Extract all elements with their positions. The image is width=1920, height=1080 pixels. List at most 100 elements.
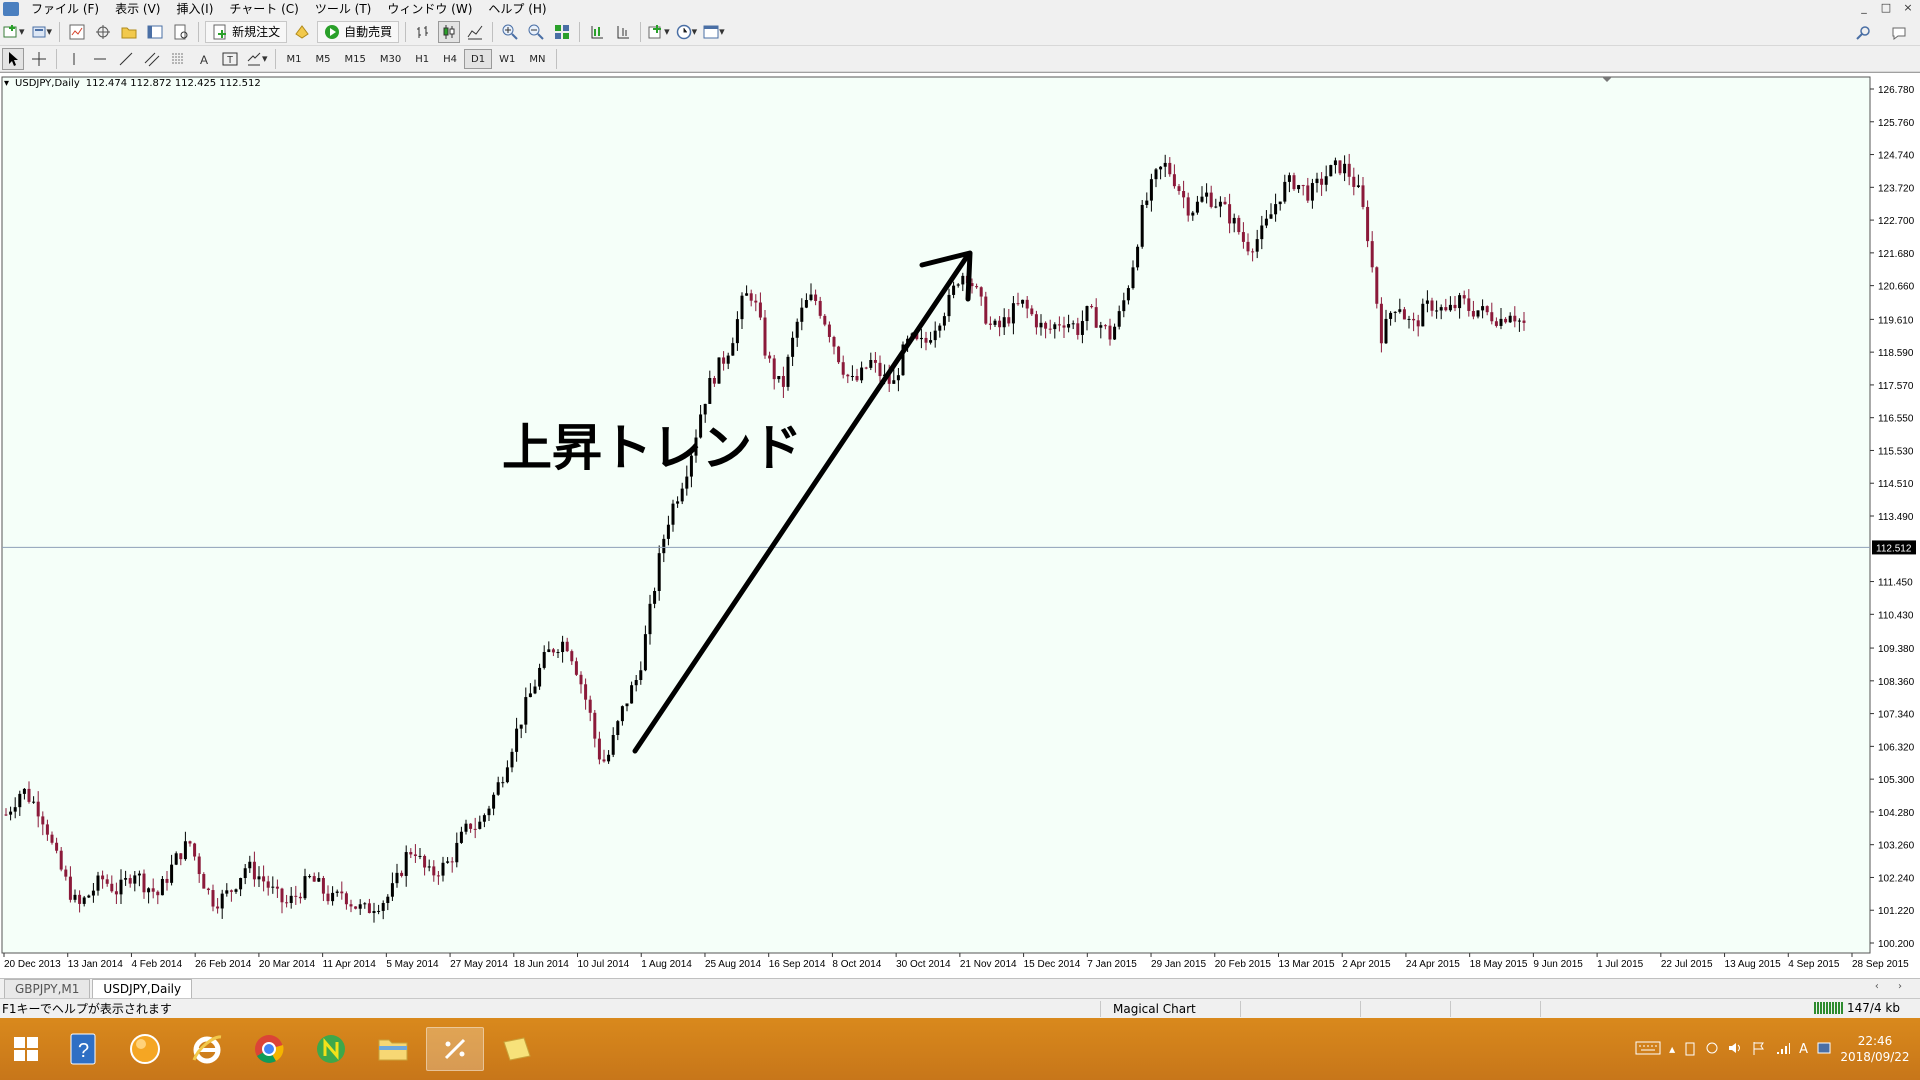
templates-button[interactable]: ▾: [702, 21, 726, 43]
candle-body: [1182, 191, 1186, 198]
timeframe-h4[interactable]: H4: [443, 53, 458, 65]
x-axis-label: 26 Feb 2014: [195, 959, 252, 970]
candle-body: [220, 893, 224, 909]
new-chart-button[interactable]: ▾: [2, 21, 26, 43]
arrows-button[interactable]: ▾: [245, 48, 269, 70]
candlestick-button[interactable]: [438, 20, 461, 43]
candle-body: [515, 728, 519, 752]
vertical-line-button[interactable]: [63, 48, 85, 70]
tab-scroll-arrows[interactable]: ‹ ›: [1874, 981, 1910, 992]
bar-chart-button[interactable]: [412, 21, 434, 43]
chart-shift-button[interactable]: [586, 21, 608, 43]
start-button[interactable]: [4, 1027, 48, 1071]
system-clock[interactable]: 22:46 2018/09/22: [1840, 1033, 1910, 1065]
flag-icon[interactable]: [1751, 1040, 1767, 1059]
status-profile[interactable]: Magical Chart: [1100, 1000, 1240, 1017]
n-app[interactable]: [302, 1027, 360, 1071]
candle-body: [689, 455, 693, 477]
cursor-button[interactable]: [2, 47, 24, 70]
metatrader-app[interactable]: [426, 1027, 484, 1071]
price-chart[interactable]: 126.780 125.760 124.740 123.720 122.700 121.6…: [0, 73, 1920, 979]
candle-body: [676, 501, 680, 504]
trendline-button[interactable]: [115, 48, 137, 70]
menu-tools[interactable]: ツール (T): [314, 2, 372, 16]
text-label-button[interactable]: T: [219, 48, 241, 70]
crosshair-icon: [95, 24, 111, 40]
y-axis-label: 100.200: [1878, 939, 1915, 950]
restore-button[interactable]: □: [1880, 1, 1892, 14]
chart-window[interactable]: 126.780 125.760 124.740 123.720 122.700 121.6…: [0, 72, 1920, 979]
horizontal-line-button[interactable]: [89, 48, 111, 70]
crosshair-tool-button[interactable]: [28, 48, 50, 70]
help-app[interactable]: ?: [54, 1027, 112, 1071]
timeframe-m15[interactable]: M15: [344, 53, 366, 65]
show-hidden-icons-icon[interactable]: ▴: [1669, 1042, 1676, 1056]
timeframe-h1[interactable]: H1: [415, 53, 430, 65]
tab-gbpjpy-m1[interactable]: GBPJPY,M1: [4, 979, 91, 998]
zoom-in-button[interactable]: [499, 21, 521, 43]
navigator-button[interactable]: [118, 21, 140, 43]
candle-body: [257, 876, 261, 880]
timeframe-mn[interactable]: MN: [529, 53, 546, 65]
clock-icon: [676, 24, 692, 40]
orange-browser-app[interactable]: [116, 1027, 174, 1071]
chrome-app[interactable]: [240, 1027, 298, 1071]
menu-insert[interactable]: 挿入(I): [176, 2, 214, 16]
periodicity-button[interactable]: ▾: [675, 21, 699, 43]
y-axis-label: 125.760: [1878, 118, 1915, 129]
menu-help[interactable]: ヘルプ (H): [488, 2, 547, 16]
ime-mode-icon[interactable]: A: [1799, 1041, 1808, 1057]
internet-explorer-app[interactable]: [178, 1027, 236, 1071]
ime-pad-icon[interactable]: [1816, 1040, 1832, 1059]
tile-windows-button[interactable]: [551, 21, 573, 43]
terminal-button[interactable]: [144, 21, 166, 43]
line-chart-button[interactable]: [464, 21, 486, 43]
indicators-button[interactable]: ▾: [647, 21, 671, 43]
search-button[interactable]: [1852, 22, 1874, 44]
auto-scroll-button[interactable]: [612, 21, 634, 43]
close-button[interactable]: ×: [1903, 1, 1913, 14]
status-bar: F1キーでヘルプが表示されます Magical Chart 147/4 kb: [0, 998, 1920, 1018]
y-axis-label: 126.780: [1878, 85, 1915, 96]
metaeditor-button[interactable]: [291, 21, 313, 43]
timeframe-w1[interactable]: W1: [499, 53, 516, 65]
text-button[interactable]: A: [193, 48, 215, 70]
timeframe-m5[interactable]: M5: [315, 53, 331, 65]
volume-icon[interactable]: [1727, 1040, 1743, 1059]
chat-button[interactable]: [1888, 22, 1910, 44]
menu-chart[interactable]: チャート (C): [229, 2, 299, 16]
zoom-out-button[interactable]: [525, 21, 547, 43]
menu-view[interactable]: 表示 (V): [115, 2, 161, 16]
auto-trading-button[interactable]: 自動売買: [317, 20, 400, 43]
file-explorer-app[interactable]: [364, 1027, 422, 1071]
tab-usdjpy-daily[interactable]: USDJPY,Daily: [92, 979, 193, 998]
minimize-button[interactable]: _: [1861, 1, 1867, 14]
timeframe-m1[interactable]: M1: [286, 53, 302, 65]
timeframe-d1[interactable]: D1: [464, 48, 493, 69]
strategy-tester-button[interactable]: [170, 21, 192, 43]
candle-body: [850, 376, 854, 378]
x-axis-label: 13 Aug 2015: [1725, 959, 1782, 970]
network-icon[interactable]: [1775, 1040, 1791, 1059]
candle-body: [386, 896, 390, 904]
chart-collapse-icon[interactable]: ▾: [4, 78, 10, 89]
tray-sync-icon[interactable]: [1705, 1040, 1719, 1059]
data-window-button[interactable]: [92, 21, 114, 43]
market-watch-button[interactable]: [66, 21, 88, 43]
connection-status[interactable]: 147/4 kb: [1814, 1001, 1900, 1015]
dropdown-arrow-icon: ▾: [664, 25, 670, 38]
keyboard-icon[interactable]: [1635, 1040, 1661, 1059]
tray-battery-icon[interactable]: [1683, 1040, 1697, 1059]
timeframe-m30[interactable]: M30: [379, 53, 402, 65]
menu-file[interactable]: ファイル (F): [31, 2, 100, 16]
equidistant-channel-button[interactable]: [141, 48, 163, 70]
profiles-button[interactable]: ▾: [30, 21, 54, 43]
sticky-notes-app[interactable]: [488, 1027, 546, 1071]
candle-body: [469, 823, 473, 829]
candle-body: [1237, 217, 1241, 233]
new-order-button[interactable]: 新規注文: [205, 20, 288, 43]
notes-icon: [503, 1037, 531, 1061]
status-cell: [1360, 1000, 1450, 1017]
menu-window[interactable]: ウィンドウ (W): [387, 2, 473, 16]
fibonacci-button[interactable]: [167, 48, 189, 70]
